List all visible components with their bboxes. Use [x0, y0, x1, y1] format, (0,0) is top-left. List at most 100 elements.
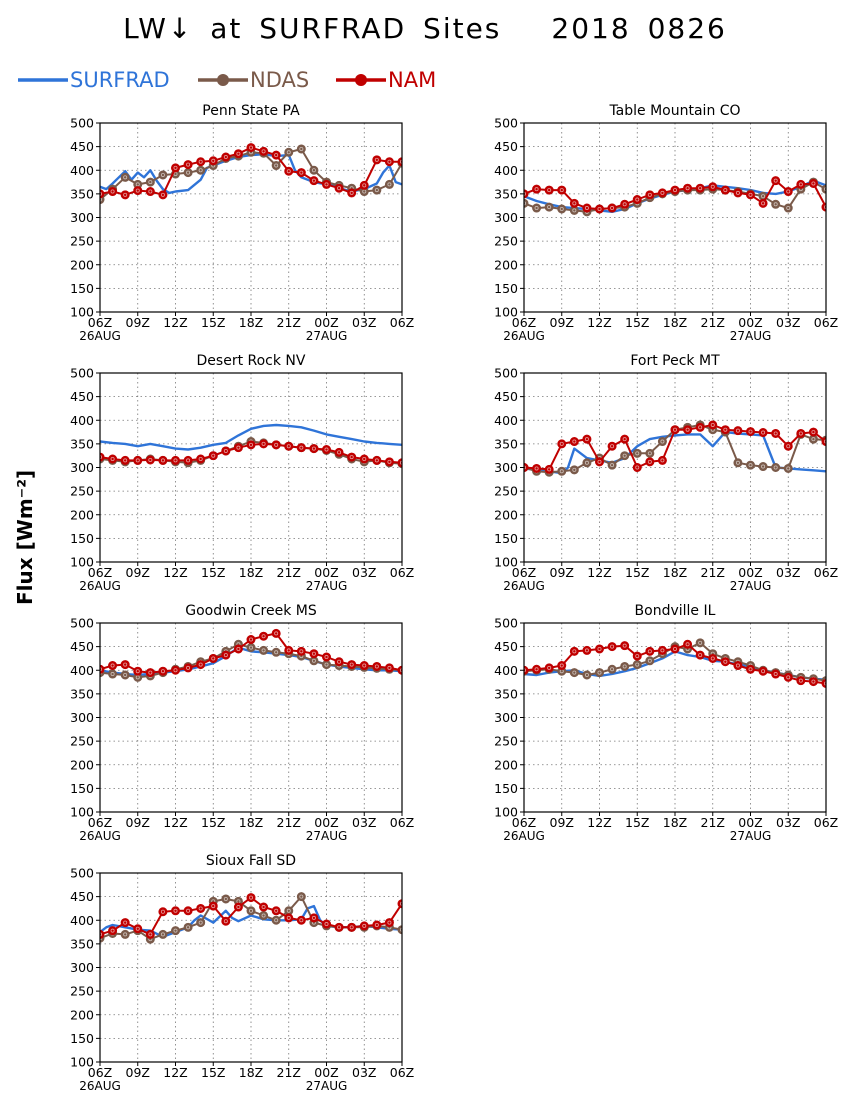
data-point-inner-nam [148, 932, 153, 937]
data-point-nam [296, 443, 306, 453]
data-point-nam [372, 455, 382, 465]
data-point-ndas [607, 460, 617, 470]
data-point-nam [808, 427, 818, 437]
data-point-ndas [271, 161, 281, 171]
data-point-inner-nam [324, 447, 329, 452]
data-point-inner-nam [236, 151, 241, 156]
data-point-nam [183, 663, 193, 673]
x-tick-label: 03Z [776, 815, 800, 830]
data-point-nam [771, 428, 781, 438]
y-tick-label: 100 [70, 555, 94, 570]
x-tick-label: 06Z [814, 815, 838, 830]
data-point-nam [321, 652, 331, 662]
data-point-nam [720, 425, 730, 435]
x-date-label: 26AUG [79, 329, 121, 343]
data-point-ndas [532, 203, 542, 213]
data-point-inner-nam [337, 925, 342, 930]
data-point-nam [133, 666, 143, 676]
x-date-label: 26AUG [503, 579, 545, 593]
data-point-nam [544, 663, 554, 673]
data-point-nam [347, 660, 357, 670]
y-tick-label: 100 [70, 305, 94, 320]
data-point-inner-ndas [299, 894, 304, 899]
data-point-inner-ndas [148, 180, 153, 185]
data-point-nam [359, 661, 369, 671]
data-point-nam [708, 182, 718, 192]
data-point-nam [783, 672, 793, 682]
x-tick-label: 03Z [352, 1065, 376, 1080]
data-point-inner-nam [110, 189, 115, 194]
data-point-nam [708, 653, 718, 663]
x-tick-label: 00Z [738, 815, 762, 830]
data-point-inner-nam [324, 182, 329, 187]
data-point-nam [145, 187, 155, 197]
data-point-inner-ndas [610, 463, 615, 468]
data-point-inner-nam [299, 649, 304, 654]
data-point-ndas [569, 465, 579, 475]
data-point-nam [284, 441, 294, 451]
y-tick-label: 350 [494, 686, 518, 701]
data-point-inner-ndas [286, 150, 291, 155]
data-point-inner-nam [299, 918, 304, 923]
data-point-inner-nam [349, 190, 354, 195]
data-point-inner-ndas [534, 206, 539, 211]
x-date-label: 27AUG [306, 829, 348, 843]
data-point-inner-ndas [647, 658, 652, 663]
data-point-inner-nam [123, 662, 128, 667]
x-tick-label: 15Z [201, 1065, 225, 1080]
data-point-nam [183, 455, 193, 465]
data-point-inner-ndas [123, 175, 128, 180]
data-point-ndas [524, 198, 529, 208]
data-point-nam [670, 185, 680, 195]
x-date-label: 27AUG [306, 579, 348, 593]
data-point-inner-nam [135, 926, 140, 931]
data-point-nam [246, 440, 256, 450]
data-point-inner-nam [261, 905, 266, 910]
data-point-nam [607, 203, 617, 213]
x-date-label: 26AUG [503, 329, 545, 343]
data-point-nam [284, 166, 294, 176]
data-point-ndas [372, 185, 382, 195]
data-point-nam [733, 661, 743, 671]
data-point-inner-ndas [647, 451, 652, 456]
data-point-ndas [296, 892, 306, 902]
data-point-inner-nam [374, 922, 379, 927]
panel-title: Bondville IL [635, 603, 716, 619]
data-point-inner-nam [374, 664, 379, 669]
data-point-inner-nam [786, 444, 791, 449]
data-point-inner-nam [584, 206, 589, 211]
y-tick-label: 300 [70, 960, 94, 975]
data-point-inner-ndas [160, 932, 165, 937]
data-point-inner-nam [735, 428, 740, 433]
x-date-label: 27AUG [730, 579, 772, 593]
plot-frame [523, 372, 827, 563]
x-date-label: 27AUG [730, 329, 772, 343]
data-point-inner-ndas [584, 460, 589, 465]
data-point-inner-nam [660, 648, 665, 653]
y-tick-label: 150 [494, 531, 518, 546]
legend-label-surfrad: SURFRAD [70, 68, 170, 92]
data-point-inner-nam [135, 458, 140, 463]
y-tick-label: 100 [494, 305, 518, 320]
data-point-ndas [271, 915, 281, 925]
x-date-label: 26AUG [79, 579, 121, 593]
data-point-nam [347, 452, 357, 462]
plot-frame [99, 372, 403, 563]
data-point-nam [359, 921, 369, 931]
x-tick-label: 06Z [390, 565, 414, 580]
x-tick-label: 21Z [701, 315, 725, 330]
y-tick-label: 500 [70, 366, 94, 381]
y-tick-label: 400 [70, 413, 94, 428]
x-tick-label: 06Z [390, 1065, 414, 1080]
data-point-nam [796, 428, 806, 438]
data-point-nam [309, 444, 319, 454]
data-point-ndas [271, 647, 281, 657]
data-point-inner-ndas [786, 206, 791, 211]
data-point-nam [620, 641, 630, 651]
data-point-inner-nam [761, 430, 766, 435]
data-point-inner-nam [110, 663, 115, 668]
data-point-nam [607, 441, 617, 451]
x-tick-label: 18Z [663, 565, 687, 580]
x-tick-label: 06Z [814, 315, 838, 330]
data-point-inner-nam [723, 659, 728, 664]
